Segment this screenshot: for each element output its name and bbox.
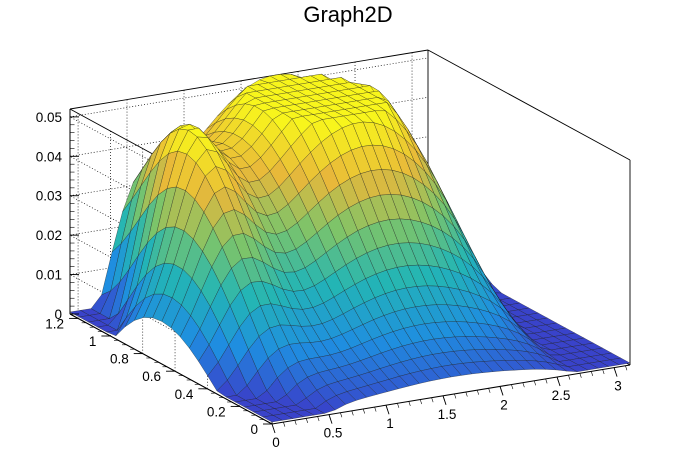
y-axis-line xyxy=(69,313,273,425)
box-edge-back-top xyxy=(69,49,429,110)
box-edge-right-top xyxy=(427,49,631,161)
z-tick-label: 0.02 xyxy=(36,228,62,243)
x-minor-tick xyxy=(283,422,286,427)
x-tick-label: 0.5 xyxy=(324,426,343,441)
x-minor-tick xyxy=(317,416,320,422)
y-tick-label: 1.2 xyxy=(45,316,64,331)
z-tick-label: 0.05 xyxy=(36,110,62,125)
grid-line-z-back xyxy=(69,96,429,157)
x-minor-tick xyxy=(294,420,297,425)
x-minor-tick xyxy=(545,378,548,384)
x-tick-label: 1.5 xyxy=(438,407,457,422)
x-minor-tick xyxy=(522,382,525,388)
z-tick-label: 0 xyxy=(54,307,62,322)
x-tick-label: 1 xyxy=(386,416,394,431)
x-minor-tick xyxy=(408,401,411,407)
x-tick-label: 2.5 xyxy=(552,388,571,403)
x-tick-label: 3 xyxy=(614,379,622,394)
x-minor-tick xyxy=(533,380,537,386)
y-tick-label: 0.4 xyxy=(175,387,194,402)
x-minor-tick xyxy=(568,375,571,380)
x-minor-tick xyxy=(465,391,468,397)
y-tick-label: 1 xyxy=(89,334,97,349)
z-tick-label: 0.04 xyxy=(36,149,63,164)
x-minor-tick xyxy=(579,373,582,378)
y-tick-label: 0.6 xyxy=(142,369,161,384)
x-minor-tick xyxy=(556,376,559,382)
z-tick-label: 0.03 xyxy=(36,189,62,204)
x-minor-tick xyxy=(602,369,605,375)
x-minor-tick xyxy=(351,410,354,416)
x-tick-mark xyxy=(271,423,276,434)
z-tick-label: 0.01 xyxy=(36,268,62,283)
x-minor-tick xyxy=(613,367,616,373)
x-minor-tick xyxy=(362,408,365,414)
x-minor-tick xyxy=(340,412,343,418)
x-minor-tick xyxy=(476,390,480,395)
grid-line-z-back xyxy=(69,136,429,197)
x-minor-tick xyxy=(625,365,628,371)
x-minor-tick xyxy=(442,395,445,401)
x-tick-label: 0 xyxy=(272,435,280,450)
x-minor-tick xyxy=(431,397,434,403)
y-tick-label: 0.2 xyxy=(207,404,226,419)
x-minor-tick xyxy=(419,399,423,405)
x-minor-tick xyxy=(385,405,388,410)
x-minor-tick xyxy=(328,414,331,420)
surface-mesh xyxy=(69,73,631,423)
x-minor-tick xyxy=(454,393,457,399)
x-minor-tick xyxy=(374,406,377,412)
x-tick-label: 2 xyxy=(500,397,508,412)
x-minor-tick xyxy=(488,388,491,393)
grid-line-z-back xyxy=(69,57,429,118)
x-minor-tick xyxy=(305,418,308,423)
x-minor-tick xyxy=(590,371,594,376)
x-minor-tick xyxy=(499,386,502,392)
surface-cell xyxy=(609,357,631,365)
x-minor-tick xyxy=(397,403,400,408)
x-minor-tick xyxy=(511,384,514,390)
chart-title: Graph2D xyxy=(303,2,393,27)
y-tick-label: 0 xyxy=(250,422,258,437)
y-tick-label: 0.8 xyxy=(110,352,129,367)
x-axis-line xyxy=(271,364,631,425)
axis-ticks: 00.511.522.5300.20.40.60.811.200.010.020… xyxy=(36,110,628,450)
